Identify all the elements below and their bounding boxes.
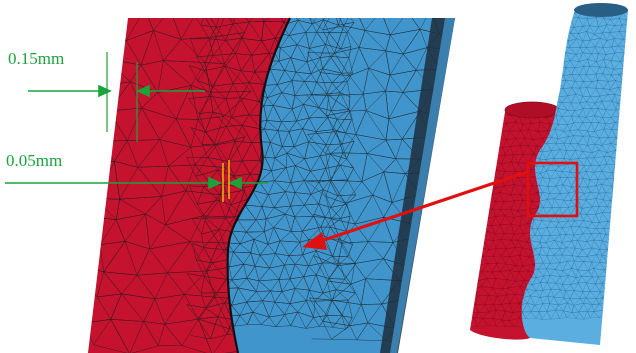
dimension-small	[5, 176, 268, 190]
dimension-small-label: 0.05mm	[6, 151, 62, 170]
right-region-edge-face	[390, 18, 455, 353]
overview-right-top-face	[574, 3, 628, 17]
zoom-callout-arrow	[302, 170, 528, 250]
overview-left-top-face	[504, 101, 560, 119]
dimension-large	[28, 52, 205, 142]
interface-boundary	[226, 17, 291, 353]
mesh-lines	[227, 18, 357, 330]
gap-marker	[222, 160, 230, 202]
zoom-callout-box	[526, 161, 579, 218]
dimension-large-label: 0.15mm	[8, 49, 64, 68]
